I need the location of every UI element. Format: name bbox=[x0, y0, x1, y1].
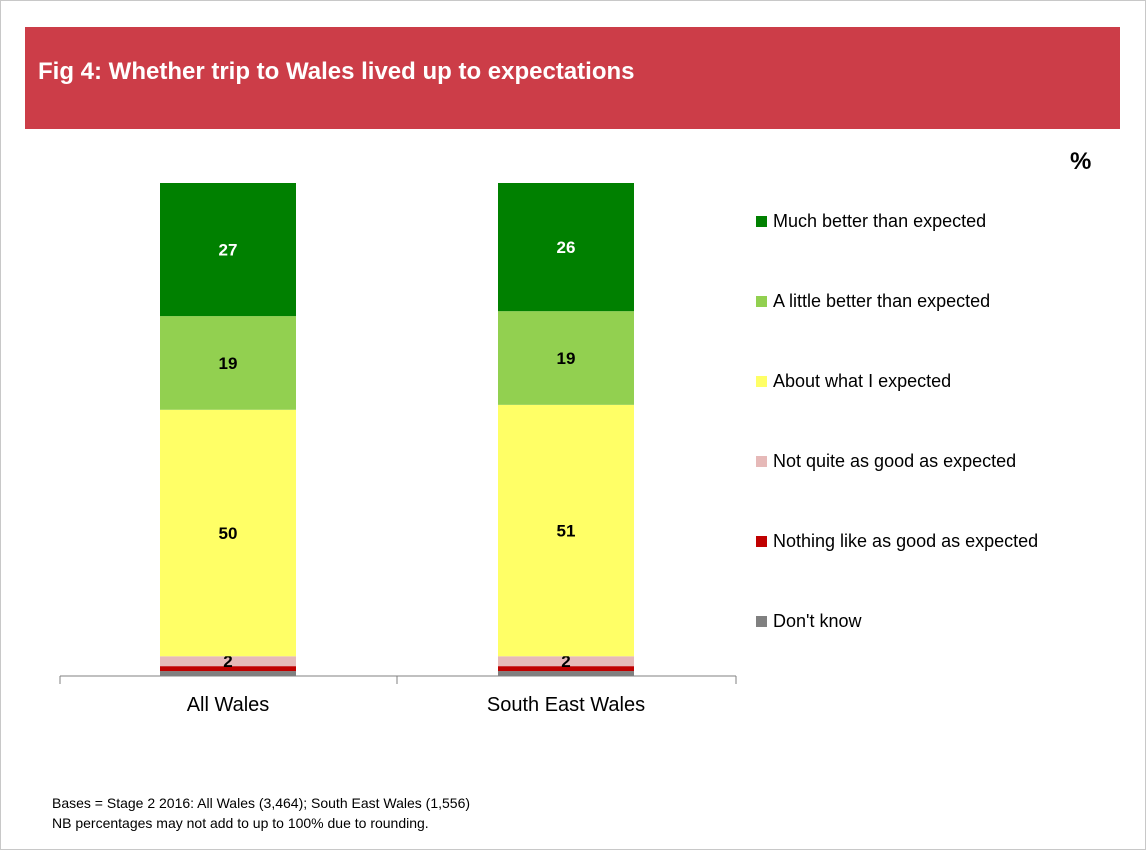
legend-item-2: About what I expected bbox=[752, 370, 951, 392]
data-label-3-0: 50 bbox=[219, 524, 238, 543]
legend-swatch-4 bbox=[756, 535, 767, 547]
data-label-5-0: 27 bbox=[219, 241, 238, 260]
legend-swatch-5 bbox=[756, 615, 767, 627]
legend-label-0: Much better than expected bbox=[773, 210, 987, 231]
legend-item-3: Not quite as good as expected bbox=[752, 450, 1016, 472]
legend-label-1: A little better than expected bbox=[773, 290, 991, 311]
legend-item-4: Nothing like as good as expected bbox=[752, 530, 1038, 552]
chart-title: Fig 4: Whether trip to Wales lived up to… bbox=[38, 58, 635, 85]
bar-segment-1-0 bbox=[160, 666, 296, 672]
bar-segment-5-0 bbox=[160, 183, 296, 317]
legend-item-5: Don't know bbox=[752, 610, 861, 632]
footnote: Bases = Stage 2 2016: All Wales (3,464);… bbox=[52, 793, 470, 833]
category-label-1: South East Wales bbox=[487, 694, 645, 716]
bar-segment-0-1 bbox=[498, 671, 634, 676]
legend-label-5: Don't know bbox=[773, 610, 862, 631]
footnote-bases: Bases = Stage 2 2016: All Wales (3,464);… bbox=[52, 795, 471, 811]
bar-segment-4-0 bbox=[160, 316, 296, 410]
bar-segment-4-1 bbox=[498, 311, 634, 405]
bar-segment-2-1 bbox=[498, 656, 634, 667]
data-label-2-0: 2 bbox=[223, 652, 232, 671]
legend-swatch-3 bbox=[756, 455, 767, 467]
footnote-rounding: NB percentages may not add to up to 100%… bbox=[52, 815, 429, 831]
title-banner bbox=[25, 27, 1120, 129]
legend-item-0: Much better than expected bbox=[752, 210, 986, 232]
legend-swatch-2 bbox=[756, 375, 767, 387]
bar-segment-5-1 bbox=[498, 183, 634, 312]
data-label-4-1: 19 bbox=[557, 349, 576, 368]
unit-label: % bbox=[1070, 148, 1092, 175]
bar-segment-0-0 bbox=[160, 671, 296, 676]
category-label-0: All Wales bbox=[187, 694, 270, 716]
data-label-3-1: 51 bbox=[557, 522, 576, 541]
legend-label-4: Nothing like as good as expected bbox=[773, 530, 1039, 551]
legend-swatch-0 bbox=[756, 215, 767, 227]
bar-segment-3-0 bbox=[160, 409, 296, 657]
legend-swatch-1 bbox=[756, 295, 767, 307]
data-label-2-1: 2 bbox=[561, 652, 570, 671]
bar-segment-3-1 bbox=[498, 404, 634, 657]
data-label-5-1: 26 bbox=[557, 238, 576, 257]
legend-label-2: About what I expected bbox=[773, 370, 952, 391]
bar-segment-1-1 bbox=[498, 666, 634, 672]
legend-item-1: A little better than expected bbox=[752, 290, 990, 312]
data-label-4-0: 19 bbox=[219, 354, 238, 373]
bar-segment-2-0 bbox=[160, 656, 296, 667]
legend-label-3: Not quite as good as expected bbox=[773, 450, 1017, 471]
